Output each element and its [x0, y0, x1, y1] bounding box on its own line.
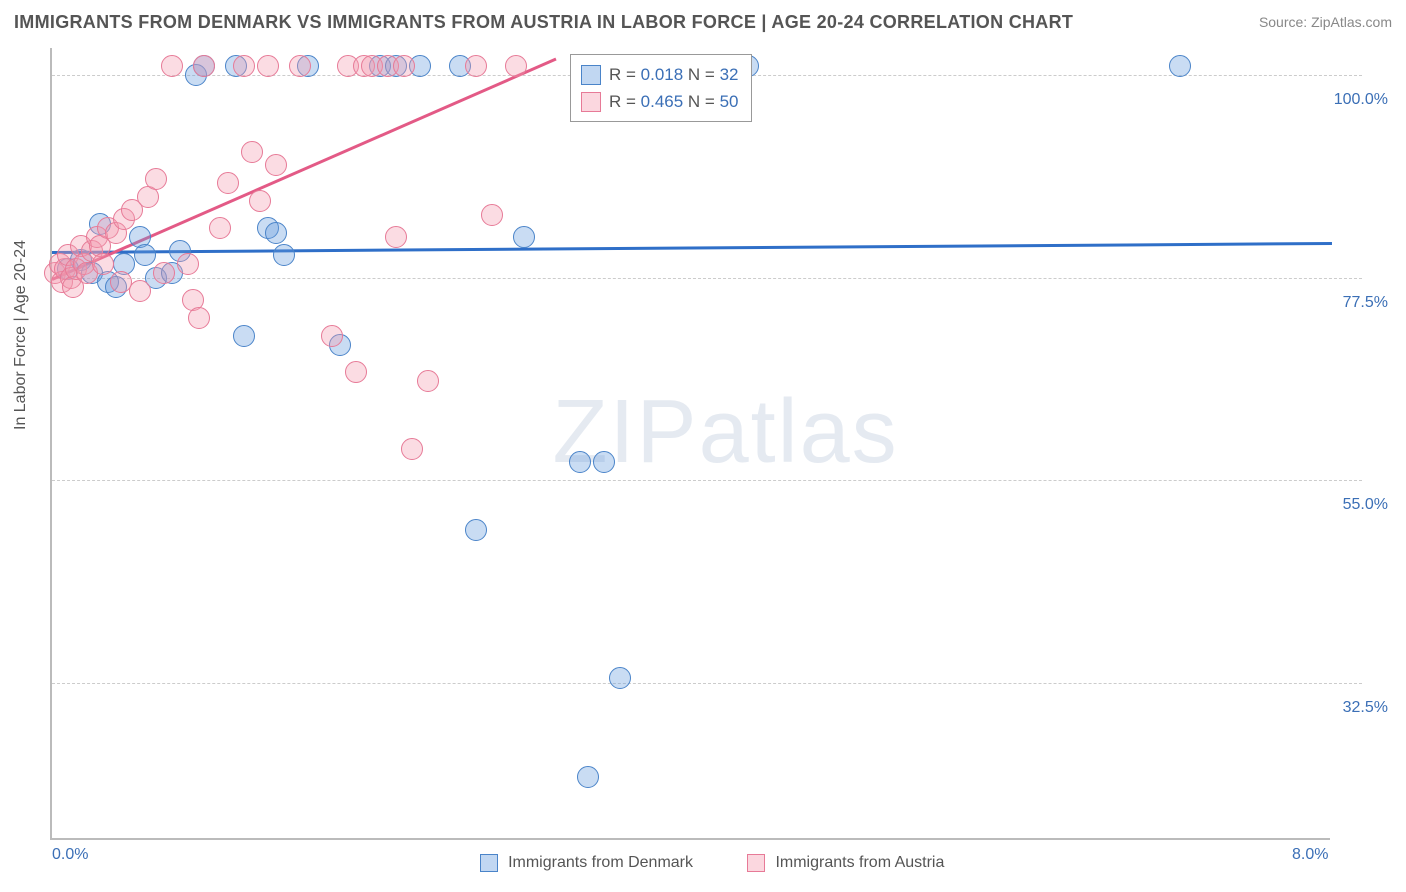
legend-swatch [747, 854, 765, 872]
data-point [177, 253, 199, 275]
data-point [385, 226, 407, 248]
legend-swatch [581, 92, 601, 112]
y-tick-label: 32.5% [1332, 699, 1388, 717]
data-point [569, 451, 591, 473]
data-point [209, 217, 231, 239]
data-point [265, 154, 287, 176]
data-point [513, 226, 535, 248]
trendline-blue [52, 242, 1332, 253]
y-tick-label: 55.0% [1332, 496, 1388, 514]
data-point [273, 244, 295, 266]
gridline [52, 278, 1362, 279]
y-axis-label: In Labor Force | Age 20-24 [12, 240, 30, 430]
data-point [153, 262, 175, 284]
chart-container: ZIPatlas 32.5%55.0%77.5%100.0%0.0%8.0% [50, 48, 1390, 840]
data-point [1169, 55, 1191, 77]
data-point [161, 55, 183, 77]
data-point [465, 55, 487, 77]
data-point [289, 55, 311, 77]
data-point [481, 204, 503, 226]
gridline [52, 683, 1362, 684]
series-legend: Immigrants from Denmark Immigrants from … [0, 854, 1406, 872]
data-point [129, 280, 151, 302]
legend-item: Immigrants from Denmark [462, 854, 693, 871]
data-point [233, 325, 255, 347]
data-point [92, 253, 114, 275]
data-point [417, 370, 439, 392]
plot-area: ZIPatlas 32.5%55.0%77.5%100.0%0.0%8.0% [50, 48, 1330, 840]
data-point [188, 307, 210, 329]
data-point [217, 172, 239, 194]
data-point [593, 451, 615, 473]
data-point [345, 361, 367, 383]
data-point [393, 55, 415, 77]
data-point [505, 55, 527, 77]
data-point [241, 141, 263, 163]
data-point [257, 55, 279, 77]
data-point [134, 244, 156, 266]
gridline [52, 480, 1362, 481]
y-tick-label: 77.5% [1332, 294, 1388, 312]
trendline-pink [51, 57, 556, 280]
data-point [233, 55, 255, 77]
data-point [193, 55, 215, 77]
legend-row: R = 0.018 N = 32 [581, 61, 739, 88]
legend-swatch [480, 854, 498, 872]
legend-text: R = 0.018 N = 32 [609, 61, 739, 88]
legend-item: Immigrants from Austria [729, 854, 944, 871]
legend-text: R = 0.465 N = 50 [609, 88, 739, 115]
data-point [465, 519, 487, 541]
legend-row: R = 0.465 N = 50 [581, 88, 739, 115]
data-point [321, 325, 343, 347]
data-point [145, 168, 167, 190]
source-label: Source: ZipAtlas.com [1259, 14, 1392, 30]
data-point [609, 667, 631, 689]
correlation-legend: R = 0.018 N = 32R = 0.465 N = 50 [570, 54, 752, 122]
chart-title: IMMIGRANTS FROM DENMARK VS IMMIGRANTS FR… [14, 12, 1073, 33]
y-tick-label: 100.0% [1332, 91, 1388, 109]
data-point [401, 438, 423, 460]
data-point [265, 222, 287, 244]
data-point [249, 190, 271, 212]
data-point [577, 766, 599, 788]
legend-swatch [581, 65, 601, 85]
